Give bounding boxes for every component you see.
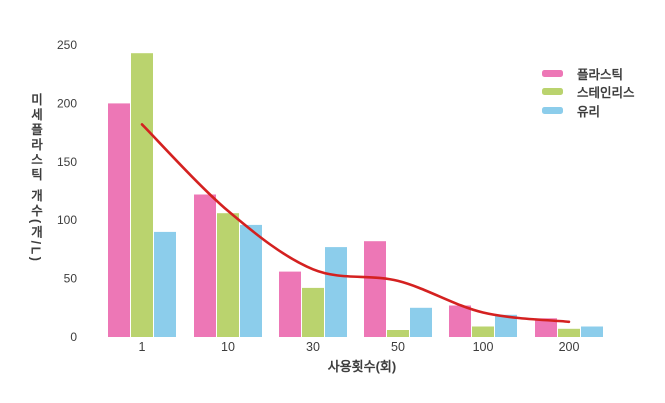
x-tick-1: 1 [139, 340, 146, 354]
bar-스테인리스-10 [217, 213, 239, 337]
bar-플라스틱-10 [194, 194, 216, 337]
trend-line-layer [140, 123, 571, 324]
x-tick-50: 50 [391, 340, 405, 354]
bar-유리-100 [495, 314, 517, 337]
legend-swatch-stainless [542, 88, 563, 96]
y-tick-100: 100 [57, 213, 77, 227]
y-tick-200: 200 [57, 96, 77, 110]
legend-swatch-plastic [542, 69, 563, 77]
legend-item-glass: 유리 [542, 101, 635, 120]
bar-플라스틱-30 [279, 271, 301, 337]
y-axis-title: 미세플라스틱 개수(개/L) [28, 93, 43, 264]
y-axis-ticks: 0 50 100 150 200 250 [57, 38, 77, 344]
legend-label-stainless: 스테인리스 [577, 86, 635, 101]
legend-item-plastic: 플라스틱 [542, 64, 635, 83]
bar-유리-10 [240, 224, 262, 337]
y-tick-250: 250 [57, 38, 77, 52]
bar-스테인리스-200 [558, 328, 580, 337]
x-axis-ticks: 1 10 30 50 100 200 [139, 340, 580, 354]
bar-유리-30 [325, 247, 347, 337]
bar-플라스틱-50 [364, 241, 386, 337]
y-tick-150: 150 [57, 155, 77, 169]
bar-플라스틱-200 [535, 318, 557, 337]
legend-label-plastic: 플라스틱 [577, 67, 624, 82]
legend-item-stainless: 스테인리스 [542, 83, 635, 102]
bar-스테인리스-50 [387, 330, 409, 337]
legend: 플라스틱 스테인리스 유리 [542, 64, 635, 120]
bar-플라스틱-1 [108, 103, 130, 338]
bar-유리-1 [154, 231, 176, 337]
bar-플라스틱-100 [449, 305, 471, 337]
legend-label-glass: 유리 [577, 104, 601, 119]
legend-swatch-glass [542, 106, 563, 114]
x-tick-100: 100 [473, 340, 494, 354]
bar-스테인리스-100 [472, 326, 494, 337]
x-tick-200: 200 [559, 340, 580, 354]
bar-유리-50 [410, 307, 432, 337]
y-tick-50: 50 [64, 272, 78, 286]
x-axis-title: 사용횟수(회) [328, 359, 396, 374]
x-tick-30: 30 [306, 340, 320, 354]
bar-스테인리스-30 [302, 287, 324, 337]
bar-스테인리스-1 [131, 53, 153, 337]
trend-line [140, 123, 571, 324]
y-tick-0: 0 [70, 330, 77, 344]
bar-유리-200 [581, 326, 603, 337]
x-tick-10: 10 [221, 340, 235, 354]
bars-layer [108, 53, 603, 338]
